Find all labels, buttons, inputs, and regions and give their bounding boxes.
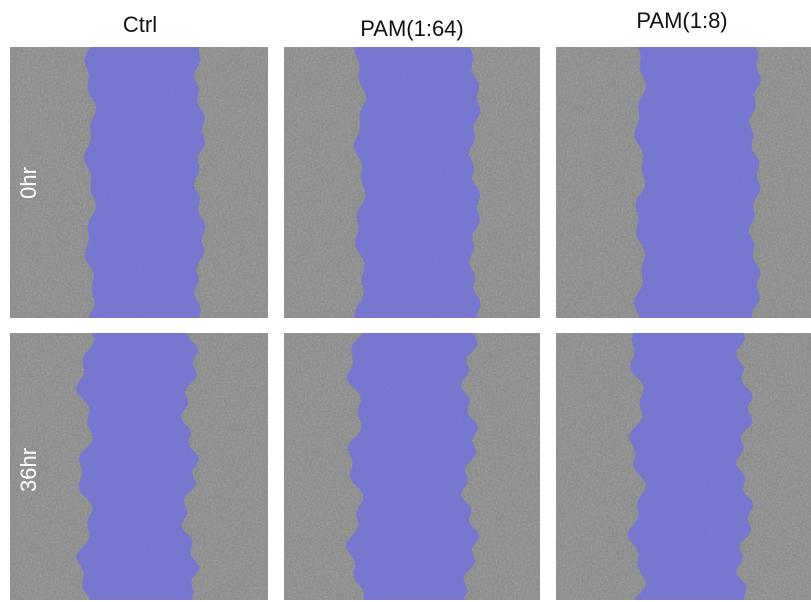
row-label: 0hr <box>16 167 41 199</box>
panels <box>10 47 811 600</box>
wound-area <box>627 333 754 600</box>
wound-area <box>634 47 761 318</box>
column-header: PAM(1:64) <box>360 16 464 41</box>
wound-area <box>346 333 480 600</box>
wound-area <box>83 47 206 318</box>
row-label: 36hr <box>16 448 41 492</box>
wound-area <box>76 333 200 600</box>
wound-area <box>353 47 481 318</box>
column-header: Ctrl <box>123 12 157 37</box>
column-header: PAM(1:8) <box>636 8 727 33</box>
